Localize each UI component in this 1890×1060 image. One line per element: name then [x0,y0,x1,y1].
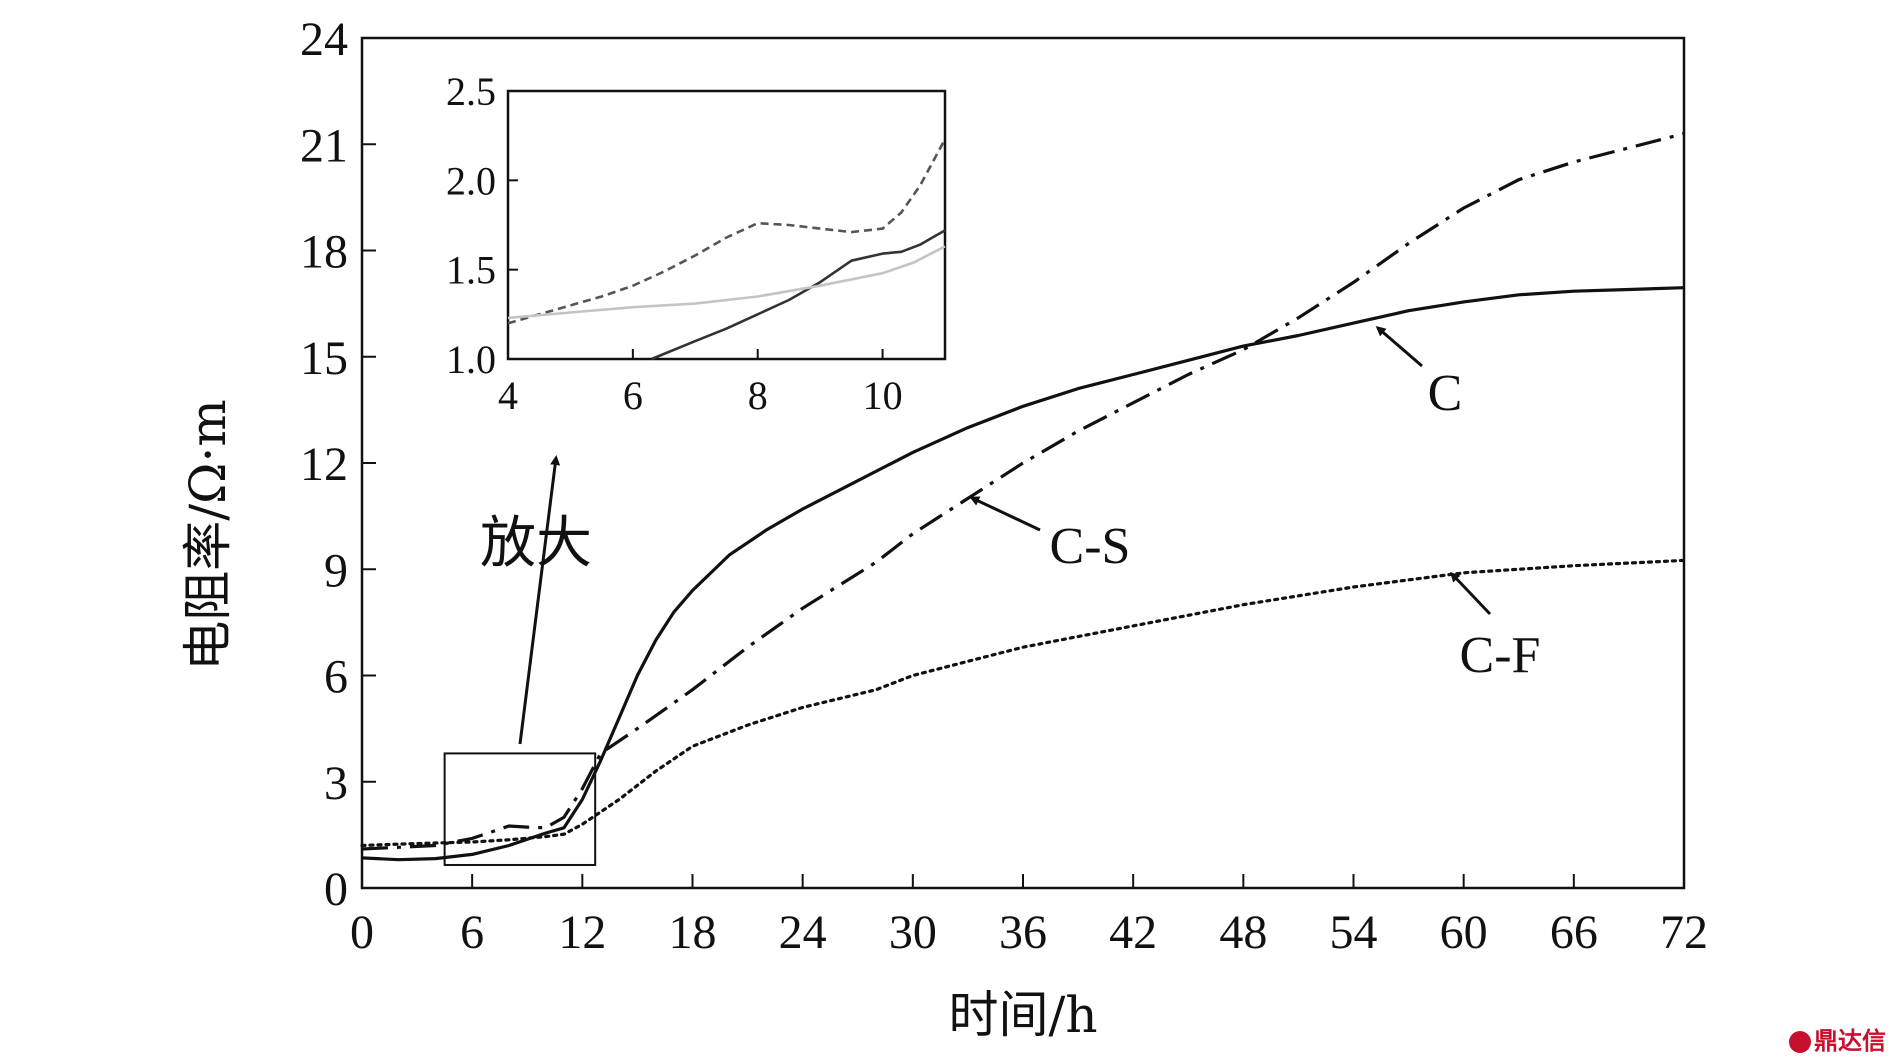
annotation-arrow-cs [969,496,1041,532]
main-x-tick-label: 36 [999,906,1047,959]
zoom-arrow [518,455,561,745]
inset-series-c-s-line [507,138,947,325]
inset-x-tick-label: 8 [748,373,768,418]
inset-y-tick-label: 1.5 [446,248,496,293]
x-axis-title: 时间/h [948,986,1097,1044]
main-x-tick-label: 60 [1440,906,1488,959]
main-y-tick-label: 6 [324,651,348,704]
inset-x-tick-label: 4 [498,373,518,418]
watermark-logo-icon [1789,1031,1811,1053]
y-axis-title: 电阻率/Ω·m [179,399,237,671]
main-x-tick-label: 42 [1109,906,1157,959]
main-y-ticks: 0 3 6 9 12 15 18 21 24 [300,13,376,916]
main-series-c-f-line [360,558,1686,848]
inset-y-tick-label: 1.0 [446,337,496,382]
main-x-tick-label: 18 [669,906,717,959]
main-x-tick-label: 72 [1660,906,1708,959]
main-x-tick-label: 12 [558,906,606,959]
main-x-ticks: 0 6 12 18 24 30 36 42 48 54 60 66 72 [350,874,1708,959]
watermark-text: 鼎达信 [1814,1027,1886,1055]
main-x-tick-label: 30 [889,906,937,959]
main-series-c-s-line [361,132,1685,851]
main-x-tick-label: 6 [460,906,484,959]
inset-plot: 4 6 8 10 1.0 1.5 2.0 2.5 [446,69,947,418]
inset-y-ticks: 1.0 1.5 2.0 2.5 [446,69,518,382]
inset-y-tick-label: 2.5 [446,69,496,114]
main-y-tick-label: 15 [300,332,348,385]
inset-plot-frame [506,89,947,361]
inset-series-c-f-line [507,245,946,320]
inset-x-tick-label: 6 [623,373,643,418]
inset-x-tick-label: 10 [863,373,903,418]
annotation-label-c: C [1428,365,1463,422]
inset-series [507,138,947,361]
main-y-tick-label: 24 [300,13,348,66]
main-x-tick-label: 24 [779,906,827,959]
main-x-tick-label: 48 [1219,906,1267,959]
zoom-label: 放大 [480,511,592,576]
main-series-c-line [361,286,1685,862]
inset-series-c-line [651,229,946,361]
series-annotations: C C-S C-F [969,326,1541,684]
main-x-tick-label: 66 [1550,906,1598,959]
main-y-tick-label: 0 [324,863,348,916]
zoom-region-box [443,752,597,866]
watermark: 鼎达信 [1789,1021,1886,1056]
annotation-arrow-cf [1449,571,1492,616]
annotation-label-cs: C-S [1050,518,1131,575]
main-series [360,132,1686,862]
main-y-tick-label: 18 [300,226,348,279]
main-x-tick-label: 0 [350,906,374,959]
main-x-tick-label: 54 [1330,906,1378,959]
main-y-tick-label: 21 [300,119,348,172]
annotation-label-cf: C-F [1460,627,1541,684]
annotation-arrow-c [1375,326,1423,368]
inset-y-tick-label: 2.0 [446,158,496,203]
main-plot: 0 6 12 18 24 30 36 42 48 54 60 66 72 03691215182124 … [179,13,1708,1044]
main-y-tick-label: 3 [324,757,348,810]
main-y-tick-label: 12 [300,438,348,491]
main-y-tick-label: 9 [324,544,348,597]
inset-x-ticks: 4 6 8 10 [498,349,903,418]
